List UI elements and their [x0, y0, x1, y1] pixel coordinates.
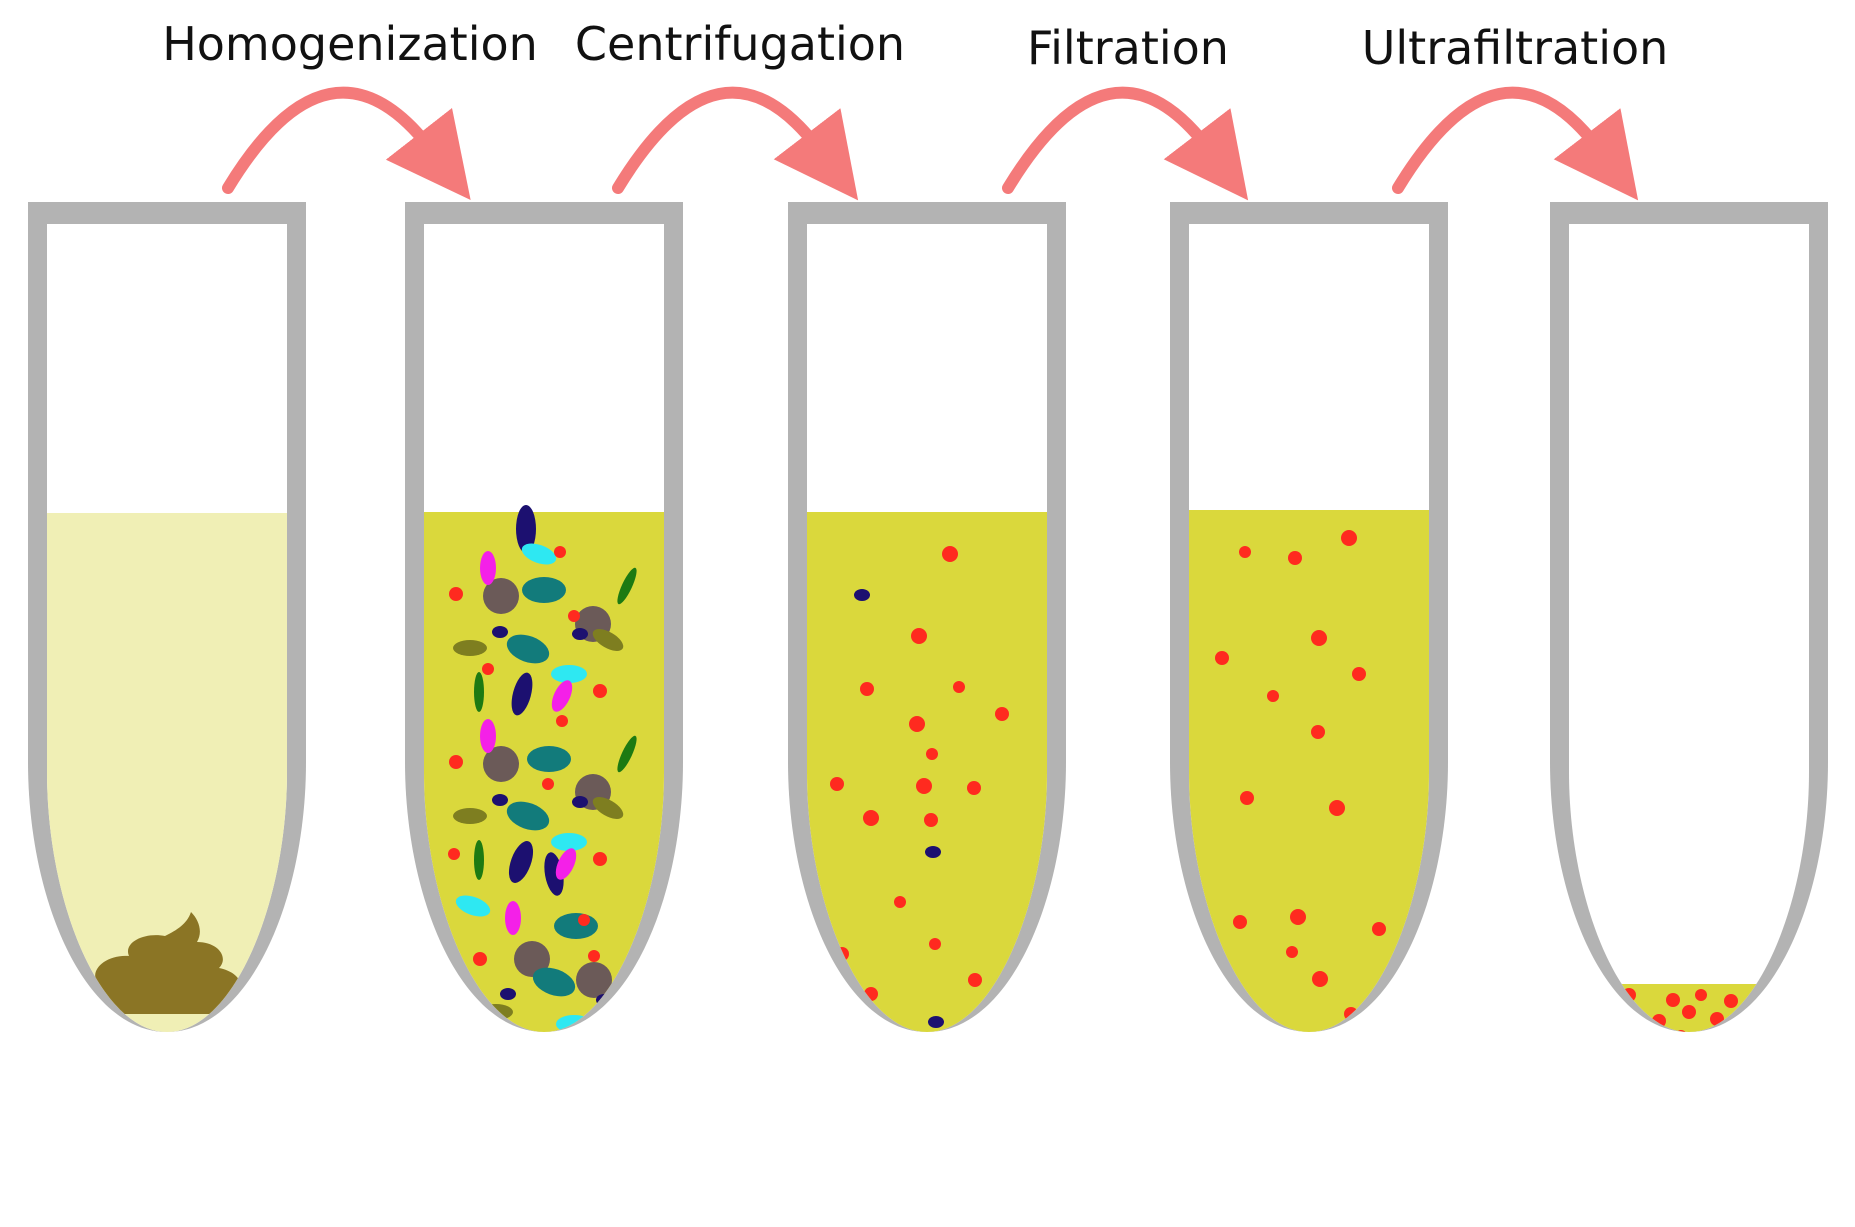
- pellet-icon: [886, 1118, 969, 1181]
- tube-filtered-icon: [1170, 202, 1448, 1032]
- step-label-homogenization: Homogenization: [162, 17, 538, 71]
- arrow-homogenization: [222, 86, 471, 200]
- tube-with-sample-icon: [28, 202, 306, 1032]
- liquid-processed: [1189, 510, 1429, 1032]
- particle-cluster-mixed: [448, 505, 637, 1032]
- step-label-ultrafiltration: Ultrafiltration: [1362, 21, 1669, 75]
- virus-particles: [1215, 530, 1386, 1021]
- tube-mixed-particles-icon: [405, 202, 683, 1032]
- virus-particles: [830, 546, 1009, 1001]
- debris-dots: [854, 589, 944, 1028]
- liquid-processed: [807, 512, 1047, 1032]
- step-label-centrifugation: Centrifugation: [575, 17, 905, 71]
- step-label-filtration: Filtration: [1027, 21, 1229, 75]
- arrow-centrifugation: [612, 86, 859, 201]
- arrow-filtration: [1002, 86, 1249, 201]
- tube-with-pellet-icon: [788, 202, 1066, 1181]
- tube-concentrated-icon: [1550, 202, 1828, 1032]
- sample-solid-icon: [75, 912, 252, 1014]
- arrow-ultrafiltration: [1392, 86, 1639, 201]
